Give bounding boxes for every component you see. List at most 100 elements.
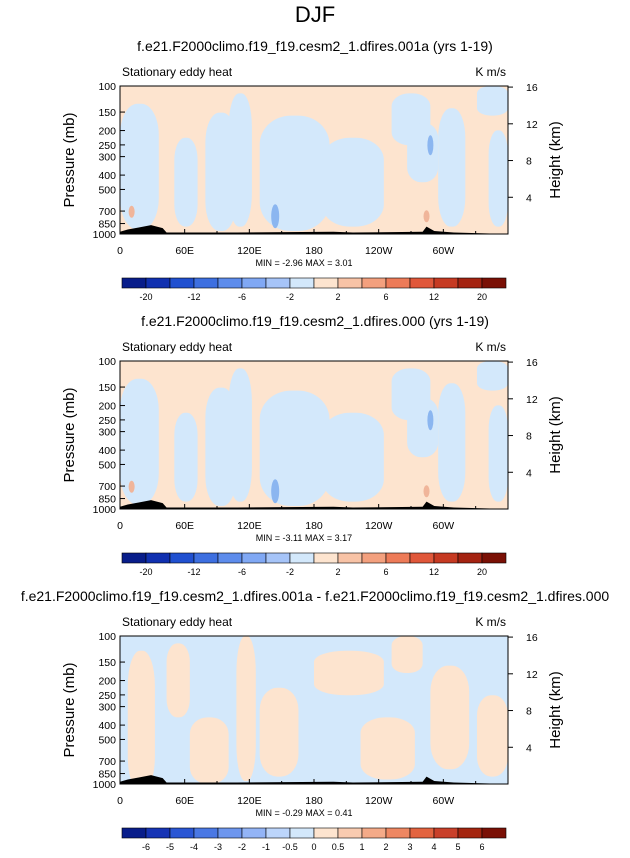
- y-right-tick-label: 12: [526, 669, 538, 681]
- units-label: K m/s: [475, 615, 506, 629]
- panel-2-title: f.e21.F2000climo.f19_f19.cesm2_1.dfires.…: [141, 313, 489, 329]
- variable-label: Stationary eddy heat: [122, 340, 233, 354]
- colorbar-box: [193, 827, 219, 839]
- colorbar-label: 0.5: [332, 842, 345, 852]
- colorbar-label: -20: [139, 567, 152, 577]
- field-region: [127, 650, 155, 784]
- variable-label: Stationary eddy heat: [122, 615, 233, 629]
- field-region: [228, 368, 252, 502]
- colorbar-box: [457, 827, 483, 839]
- colorbar-box: [433, 827, 459, 839]
- colorbar-box: [217, 277, 243, 289]
- field-region: [391, 636, 423, 673]
- field-extreme-high: [423, 485, 430, 498]
- panel-3-plot: Stationary eddy heat K m/s100150200250300…: [61, 615, 564, 852]
- y-tick-label: 850: [98, 219, 116, 231]
- y-right-tick-label: 8: [526, 706, 532, 718]
- y-tick-label: 150: [98, 107, 116, 119]
- field-extreme-low: [427, 410, 434, 431]
- x-tick-label: 60W: [433, 795, 455, 807]
- y-right-tick-label: 4: [526, 742, 532, 754]
- x-tick-label: 180: [305, 520, 323, 532]
- y-tick-label: 200: [98, 676, 116, 688]
- y-right-tick-label: 8: [526, 431, 532, 443]
- y-right-axis-label: Height (km): [547, 671, 564, 749]
- colorbar-label: -12: [187, 567, 200, 577]
- y-right-tick-label: 4: [526, 192, 532, 204]
- colorbar-box: [121, 827, 147, 839]
- x-tick-label: 120E: [237, 520, 262, 532]
- x-tick-label: 120W: [365, 520, 393, 532]
- y-right-tick-label: 4: [526, 467, 532, 479]
- colorbar-label: -1: [262, 842, 270, 852]
- colorbar-label: 6: [383, 292, 388, 302]
- y-right-tick-label: 12: [526, 119, 538, 131]
- colorbar-box: [289, 277, 315, 289]
- x-tick-label: 60W: [433, 520, 455, 532]
- colorbar-label: -0.5: [282, 842, 298, 852]
- x-tick-label: 60W: [433, 245, 455, 257]
- colorbar-label: 1: [359, 842, 364, 852]
- y-tick-label: 250: [98, 415, 116, 427]
- y-tick-label: 500: [98, 459, 116, 471]
- contour-field: [120, 636, 508, 784]
- y-tick-label: 1000: [93, 229, 117, 241]
- colorbar-label: -6: [238, 567, 246, 577]
- field-extreme-low: [427, 135, 434, 156]
- colorbar-box: [241, 552, 267, 564]
- colorbar-box: [481, 552, 507, 564]
- y-tick-label: 300: [98, 427, 116, 439]
- colorbar-label: -3: [214, 842, 222, 852]
- y-right-tick-label: 16: [526, 82, 538, 94]
- colorbar-label: 6: [383, 567, 388, 577]
- y-tick-label: 200: [98, 401, 116, 413]
- y-tick-label: 200: [98, 126, 116, 138]
- field-region: [259, 115, 330, 232]
- units-label: K m/s: [475, 340, 506, 354]
- field-extreme-high: [128, 205, 135, 218]
- colorbar-box: [217, 827, 243, 839]
- colorbar-box: [145, 552, 171, 564]
- colorbar-box: [193, 552, 219, 564]
- colorbar-box: [361, 552, 387, 564]
- field-region: [360, 717, 415, 780]
- field-region: [430, 665, 470, 770]
- colorbar-box: [433, 277, 459, 289]
- field-region: [407, 398, 439, 458]
- colorbar-label: 3: [407, 842, 412, 852]
- colorbar-box: [121, 552, 147, 564]
- y-tick-label: 850: [98, 769, 116, 781]
- field-region: [120, 103, 159, 230]
- x-tick-label: 180: [305, 245, 323, 257]
- colorbar-label: 20: [477, 567, 487, 577]
- colorbar-box: [409, 827, 435, 839]
- colorbar-label: -5: [166, 842, 174, 852]
- y-right-tick-label: 12: [526, 394, 538, 406]
- y-tick-label: 250: [98, 690, 116, 702]
- y-axis-label: Pressure (mb): [61, 112, 78, 207]
- y-tick-label: 400: [98, 720, 116, 732]
- field-region: [476, 86, 508, 116]
- colorbar-box: [121, 277, 147, 289]
- y-right-axis-label: Height (km): [547, 396, 564, 474]
- y-right-tick-label: 16: [526, 357, 538, 369]
- colorbar-box: [337, 552, 363, 564]
- colorbar-box: [145, 827, 171, 839]
- field-region: [438, 383, 466, 502]
- field-region: [314, 650, 384, 696]
- x-tick-label: 0: [117, 795, 123, 807]
- y-tick-label: 700: [98, 756, 116, 768]
- colorbar-label: -2: [286, 292, 294, 302]
- field-region: [407, 123, 439, 183]
- colorbar: [121, 552, 507, 564]
- field-region: [321, 412, 384, 502]
- field-region: [228, 93, 252, 227]
- field-region: [438, 108, 466, 227]
- colorbar-box: [337, 827, 363, 839]
- contour-field: [120, 361, 508, 509]
- field-region: [259, 687, 299, 777]
- y-tick-label: 100: [98, 631, 116, 643]
- colorbar-box: [265, 827, 291, 839]
- colorbar-label: 0: [311, 842, 316, 852]
- field-extreme-low: [271, 479, 280, 504]
